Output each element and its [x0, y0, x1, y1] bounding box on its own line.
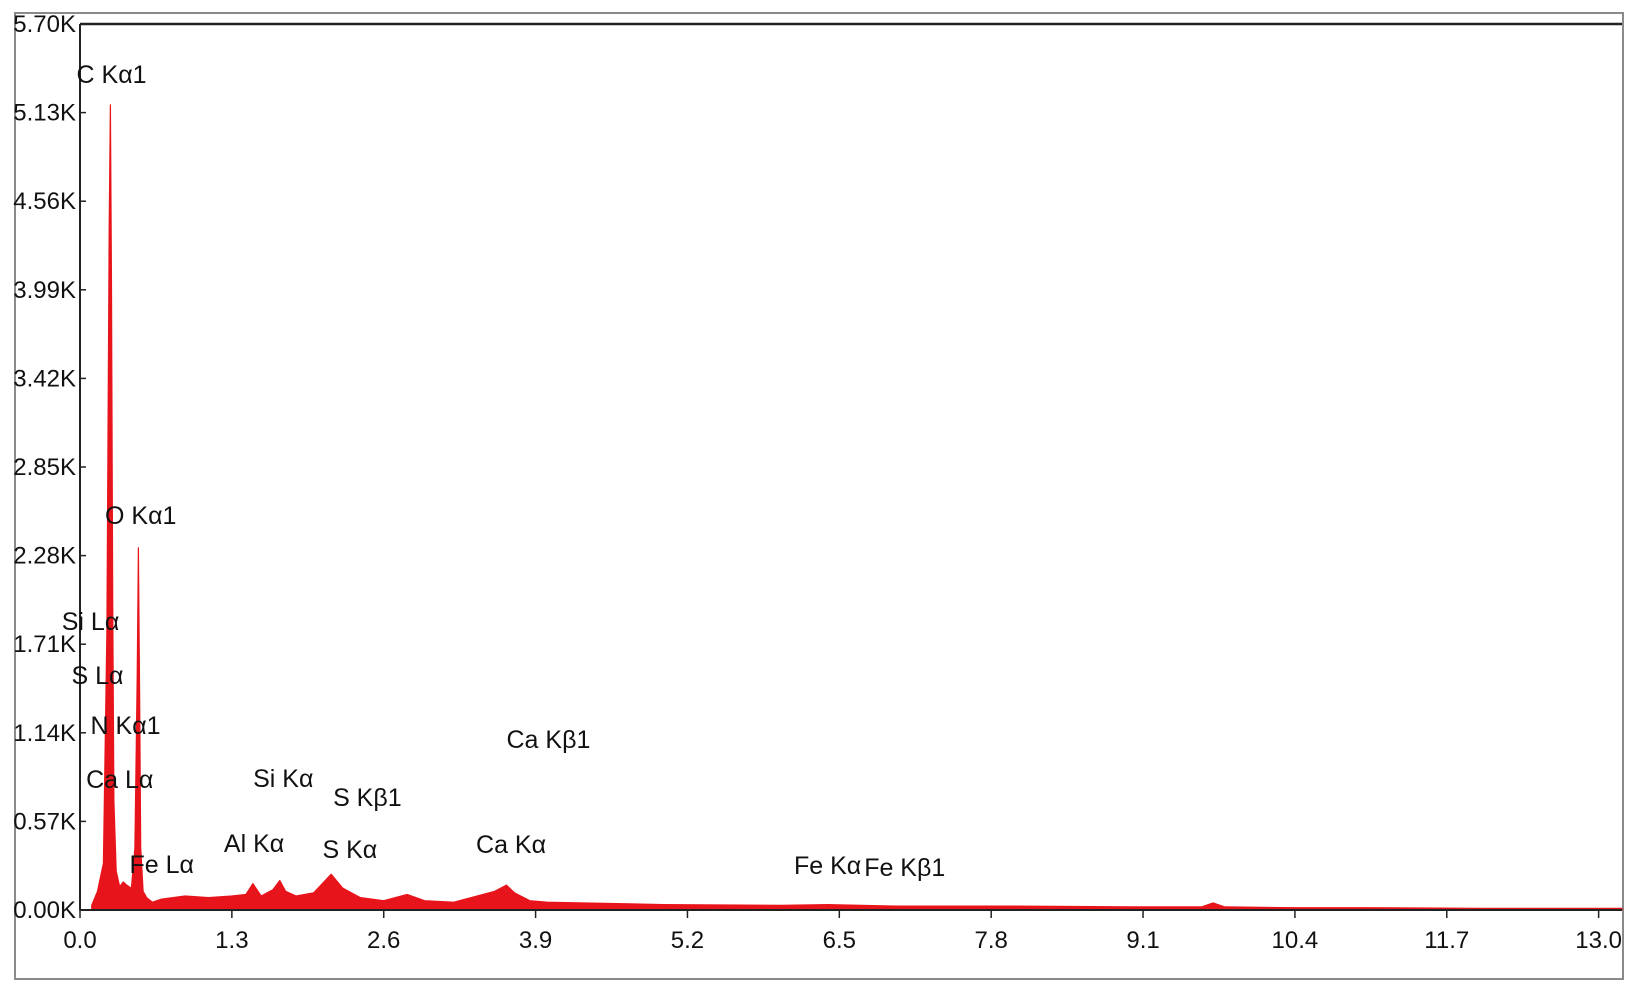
peak-label: Ca Kα [476, 831, 546, 859]
x-tick-label: 5.2 [671, 927, 704, 954]
y-tick-label: 1.71K [13, 631, 76, 658]
spectrum-layer [91, 104, 1623, 911]
x-tick-label: 1.3 [215, 927, 248, 954]
x-tick-label: 10.4 [1272, 927, 1319, 954]
y-tick-label: 3.99K [13, 277, 76, 304]
y-tick-label: 0.00K [13, 897, 76, 924]
x-tick-label: 0.0 [63, 927, 96, 954]
x-tick-label: 2.6 [367, 927, 400, 954]
peak-label: C Kα1 [77, 61, 147, 89]
peak-label: Ca Lα [86, 766, 153, 794]
chart-frame [14, 12, 1624, 980]
y-tick-label: 2.28K [13, 543, 76, 570]
peak-label: Ca Kβ1 [507, 726, 591, 754]
y-tick-label: 2.85K [13, 454, 76, 481]
axes-layer: 0.00K 0.57K 1.14K 1.71K 2.28K 2.85K 3.42K 3.99K… [13, 11, 1622, 954]
x-tick-label: 13.0 [1575, 927, 1622, 954]
y-tick-label: 5.13K [13, 100, 76, 127]
x-tick-label: 6.5 [823, 927, 856, 954]
x-tick-label: 9.1 [1126, 927, 1159, 954]
x-tick-label: 11.7 [1424, 927, 1469, 954]
y-tick-label: 1.14K [13, 720, 76, 747]
peak-label: Fe Kα [794, 852, 861, 880]
peak-label: Si Kα [253, 765, 313, 793]
peak-label: Al Kα [224, 830, 284, 858]
y-tick-label: 0.57K [13, 808, 76, 835]
peak-label: S Lα [72, 662, 124, 690]
peak-label: Fe Kβ1 [864, 854, 945, 882]
peak-label: S Kβ1 [333, 784, 402, 812]
y-tick-label: 5.70K [13, 11, 76, 38]
peak-labels-layer: C Kα1 O Kα1 Si Lα S Lα N Kα1 Ca Lα Fe Lα Al Kα S… [62, 61, 946, 882]
x-tick-label: 3.9 [519, 927, 552, 954]
y-tick-label: 4.56K [13, 188, 76, 215]
peak-label: Si Lα [62, 608, 120, 636]
x-tick-label: 7.8 [974, 927, 1007, 954]
peak-label: Fe Lα [130, 851, 194, 879]
spectrum-area [91, 104, 1623, 911]
y-tick-label: 3.42K [13, 365, 76, 392]
peak-label: N Kα1 [91, 712, 161, 740]
peak-label: O Kα1 [105, 502, 176, 530]
peak-label: S Kα [322, 836, 377, 864]
